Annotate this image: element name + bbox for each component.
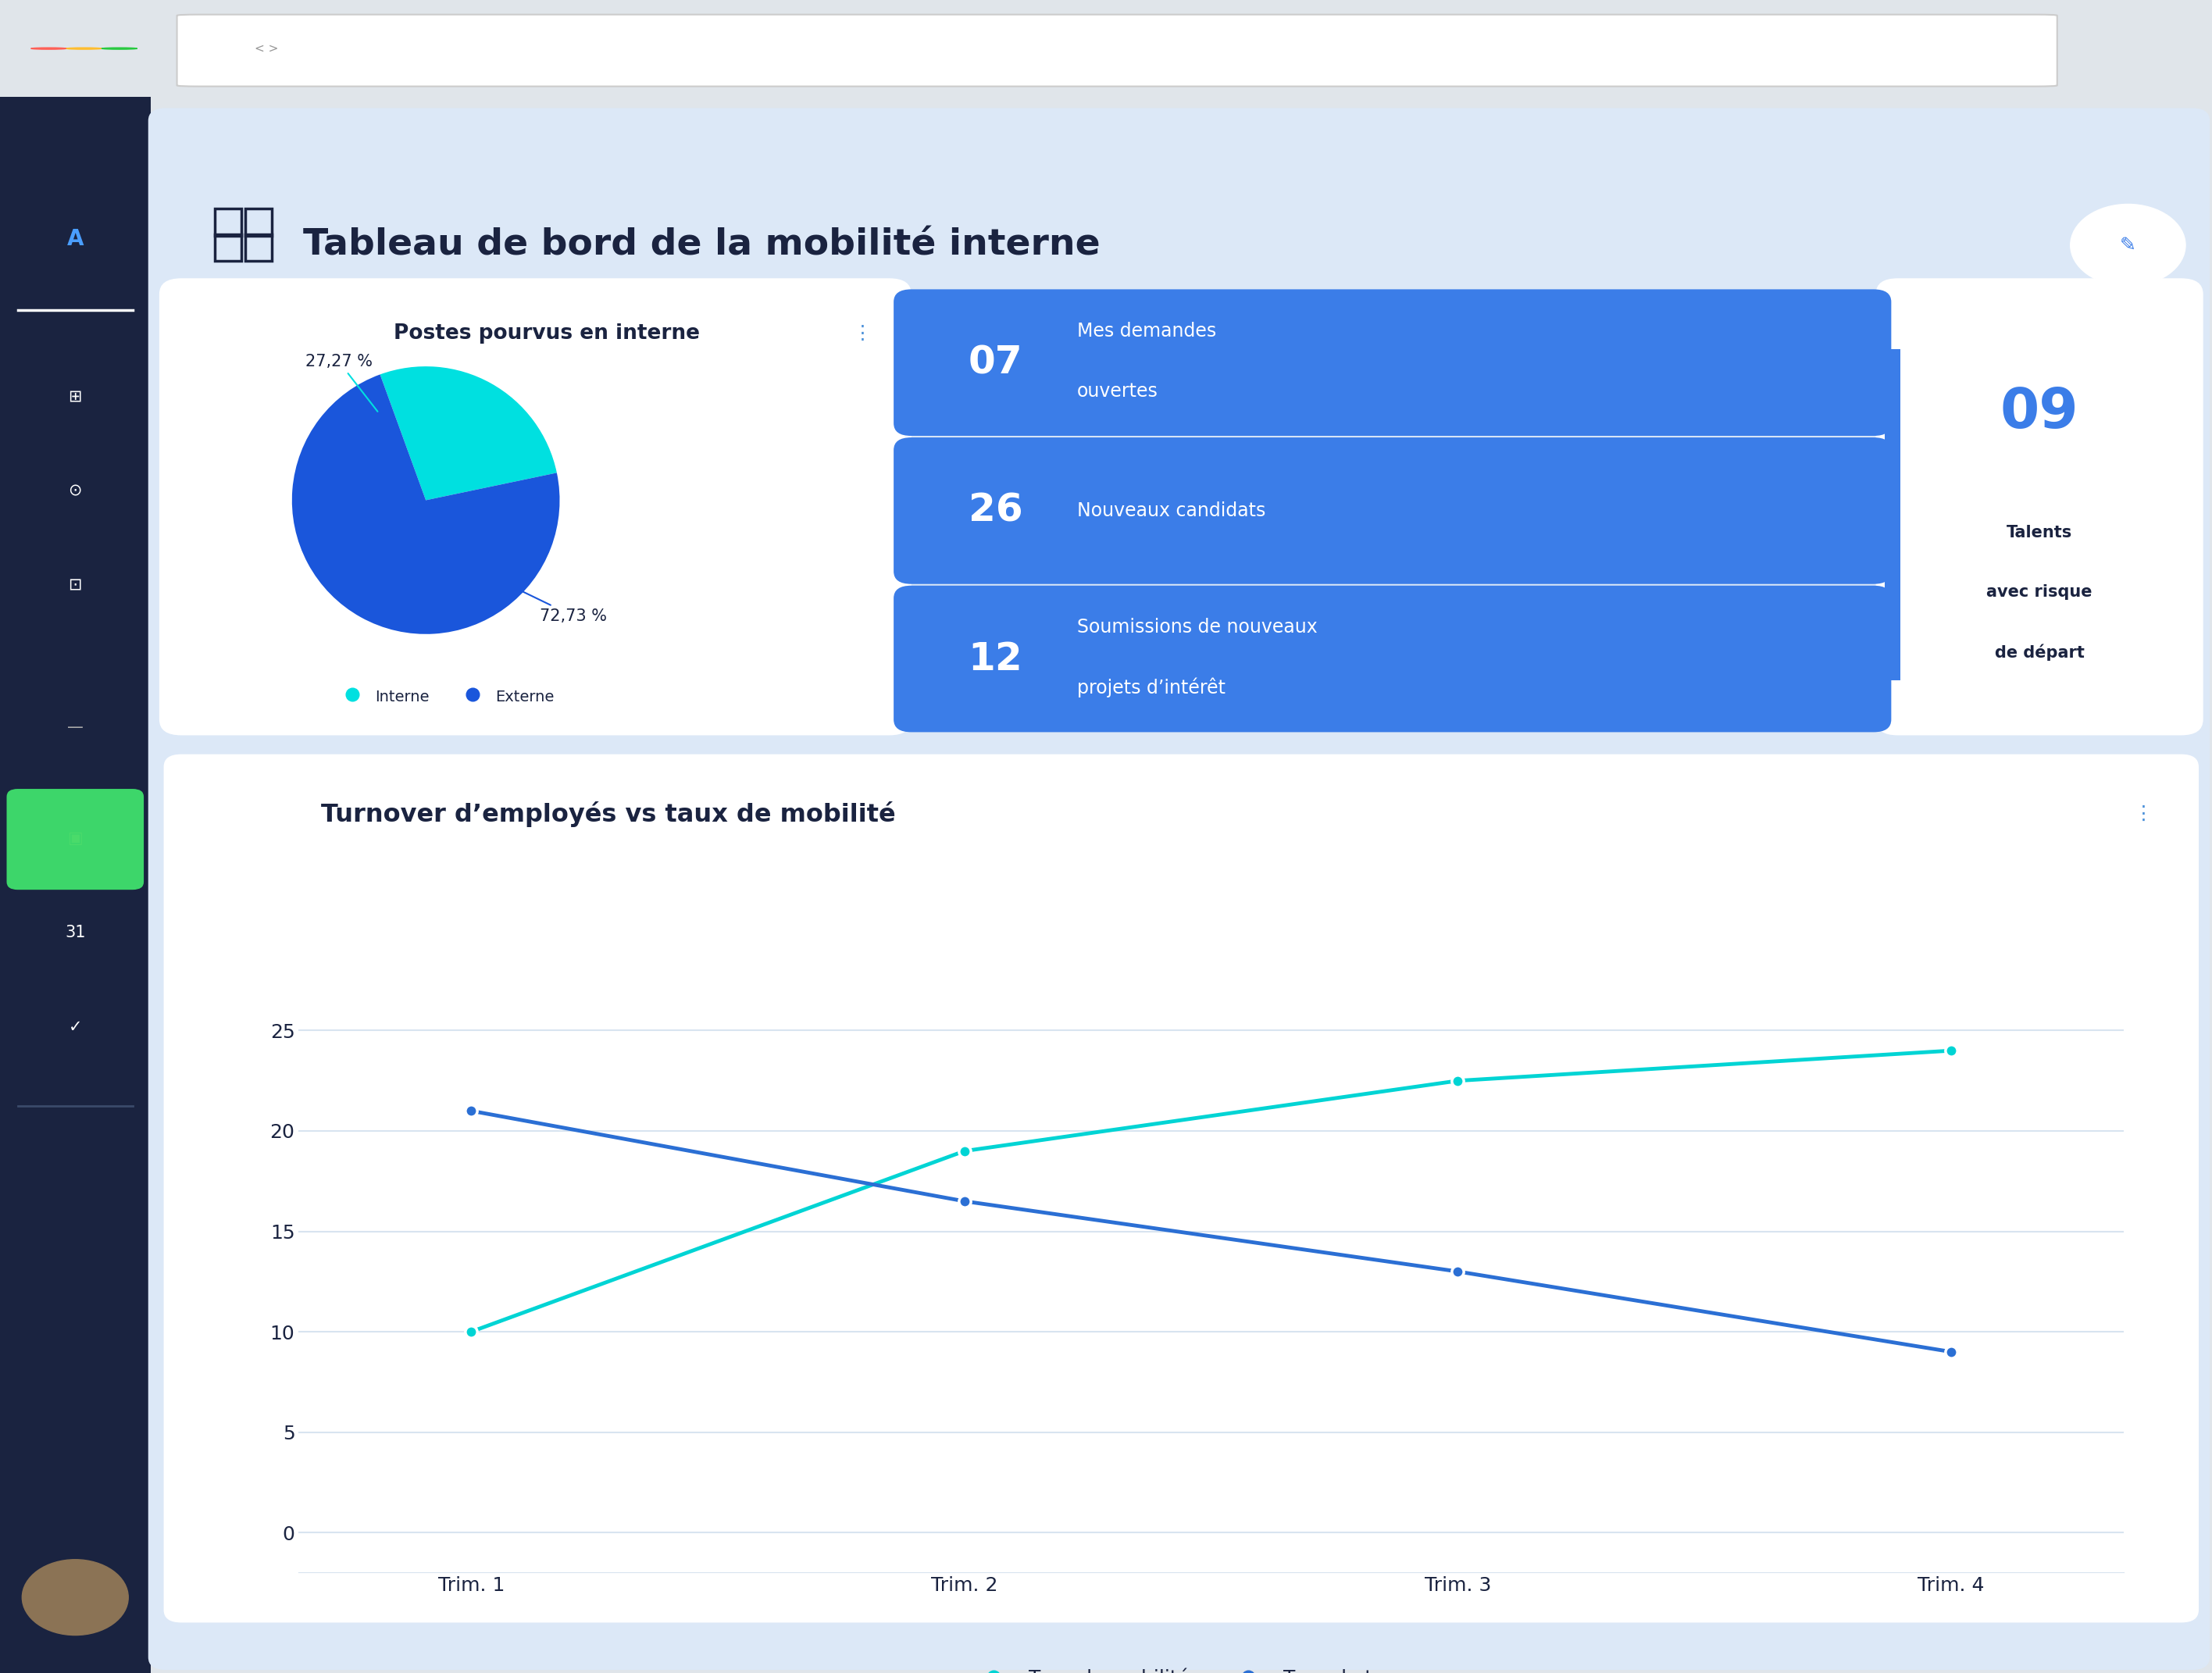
Text: avec risque: avec risque <box>1986 584 2093 601</box>
Text: projets d’intérêt: projets d’intérêt <box>1077 678 1225 698</box>
Text: ⊞: ⊞ <box>69 388 82 405</box>
Text: < >: < > <box>254 42 279 55</box>
Text: Mes demandes: Mes demandes <box>1077 321 1217 340</box>
Text: Tableau de bord de la mobilité interne: Tableau de bord de la mobilité interne <box>303 228 1099 263</box>
Text: ⊙: ⊙ <box>69 483 82 499</box>
Wedge shape <box>292 375 560 634</box>
Text: 27,27 %: 27,27 % <box>305 355 378 412</box>
Text: ⋮: ⋮ <box>2135 805 2152 823</box>
Text: Soumissions de nouveaux: Soumissions de nouveaux <box>1077 617 1318 637</box>
Text: 26: 26 <box>969 492 1022 529</box>
Text: ⊡: ⊡ <box>69 577 82 594</box>
Wedge shape <box>380 366 557 500</box>
Text: Talents: Talents <box>2006 525 2073 540</box>
Circle shape <box>22 1559 128 1635</box>
Text: de départ: de départ <box>1995 644 2084 661</box>
Text: 72,73 %: 72,73 % <box>489 576 606 624</box>
Text: —: — <box>66 719 84 734</box>
Text: Turnover d’employés vs taux de mobilité: Turnover d’employés vs taux de mobilité <box>321 801 896 826</box>
Text: ouvertes: ouvertes <box>1077 381 1159 400</box>
Circle shape <box>2070 204 2185 286</box>
Text: A: A <box>66 228 84 249</box>
Text: 12: 12 <box>969 641 1022 678</box>
Text: Externe: Externe <box>495 689 555 704</box>
Legend: Taux de mobilité, Taux de turnover: Taux de mobilité, Taux de turnover <box>967 1661 1455 1673</box>
Text: Nouveaux candidats: Nouveaux candidats <box>1077 502 1265 520</box>
FancyBboxPatch shape <box>164 755 2199 1623</box>
FancyBboxPatch shape <box>1885 350 1900 681</box>
Text: ✓: ✓ <box>69 1019 82 1034</box>
FancyBboxPatch shape <box>148 109 2210 1670</box>
FancyBboxPatch shape <box>894 437 1891 584</box>
FancyBboxPatch shape <box>1876 278 2203 736</box>
Text: Postes pourvus en interne: Postes pourvus en interne <box>394 323 699 343</box>
FancyBboxPatch shape <box>0 97 150 1673</box>
Text: ⋮: ⋮ <box>854 325 872 343</box>
Text: 07: 07 <box>969 345 1022 381</box>
FancyBboxPatch shape <box>159 278 911 736</box>
FancyBboxPatch shape <box>894 586 1891 733</box>
Text: ▣: ▣ <box>69 830 82 845</box>
FancyBboxPatch shape <box>7 790 144 890</box>
Text: Interne: Interne <box>376 689 429 704</box>
Text: 31: 31 <box>64 925 86 940</box>
FancyBboxPatch shape <box>177 15 2057 87</box>
Text: 09: 09 <box>2000 386 2079 440</box>
Text: ✎: ✎ <box>2119 236 2137 254</box>
FancyBboxPatch shape <box>894 289 1891 437</box>
